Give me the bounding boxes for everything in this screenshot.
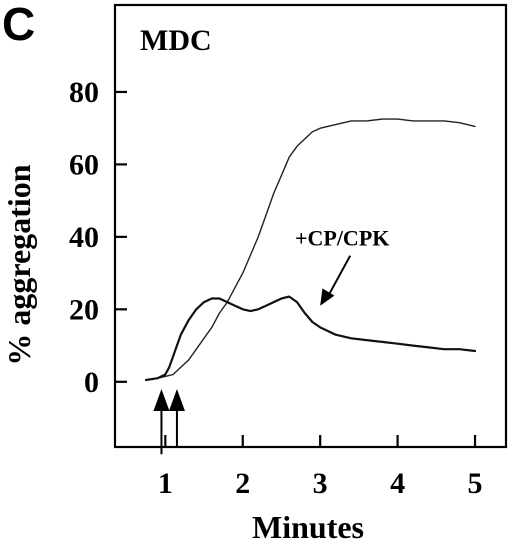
y-tick-label: 40 bbox=[69, 221, 99, 254]
event-arrow-head bbox=[168, 389, 185, 412]
annotation-arrow-shaft bbox=[325, 255, 352, 301]
chart-title: MDC bbox=[140, 24, 212, 57]
y-tick-label: 60 bbox=[69, 148, 99, 181]
x-axis-title: Minutes bbox=[252, 509, 364, 545]
x-axis-ticks: 1 2 3 4 5 bbox=[158, 435, 483, 500]
x-tick-label: 2 bbox=[235, 467, 250, 500]
plot-frame bbox=[113, 3, 508, 449]
series-line-2 bbox=[144, 295, 477, 382]
annotation-layer: +CP/CPK bbox=[295, 226, 389, 306]
event-arrow-layer bbox=[153, 389, 185, 455]
y-axis-ticks: 0 20 40 60 80 bbox=[69, 76, 127, 399]
x-tick-label: 5 bbox=[468, 467, 483, 500]
y-tick-label: 80 bbox=[69, 76, 99, 109]
series-line-1 bbox=[145, 118, 476, 381]
x-tick-label: 3 bbox=[313, 467, 328, 500]
annotation-label: +CP/CPK bbox=[295, 226, 389, 251]
annotation-arrow-head bbox=[320, 288, 335, 306]
event-arrow-head bbox=[153, 389, 170, 412]
x-tick-label: 4 bbox=[390, 467, 405, 500]
y-axis-title: % aggregation bbox=[1, 164, 37, 365]
y-tick-label: 20 bbox=[69, 293, 99, 326]
series-layer bbox=[144, 118, 477, 382]
y-tick-label: 0 bbox=[84, 366, 99, 399]
x-tick-label: 1 bbox=[158, 467, 173, 500]
panel-letter: C bbox=[2, 0, 35, 50]
